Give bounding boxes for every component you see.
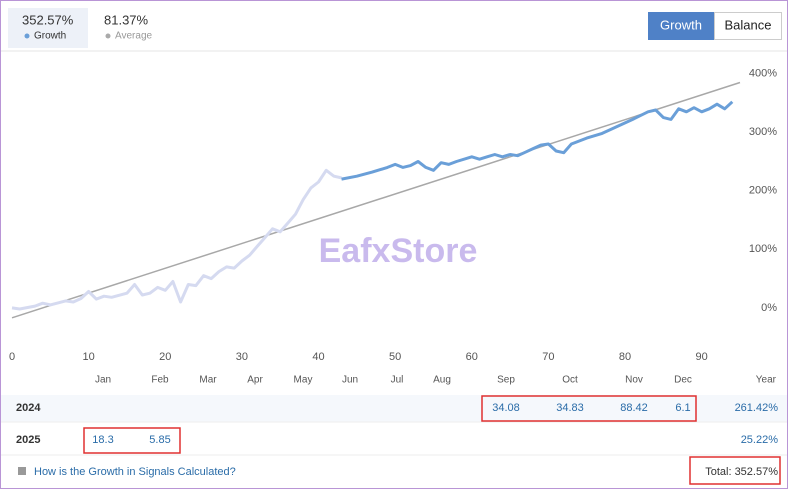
x-tick-label: 40	[312, 351, 324, 363]
growth-label: Growth	[34, 31, 66, 42]
highlight-box	[481, 395, 697, 422]
column-header: Jul	[391, 375, 404, 386]
table-cell: 18.3	[92, 434, 113, 446]
column-header: Feb	[151, 375, 169, 386]
x-tick-label: 60	[466, 351, 478, 363]
column-header: Jun	[342, 375, 358, 386]
row-band	[1, 395, 787, 422]
column-header: Nov	[625, 375, 643, 386]
x-tick-label: 70	[542, 351, 554, 363]
x-tick-label: 0	[9, 351, 15, 363]
column-header: May	[294, 375, 313, 386]
column-header: Oct	[562, 375, 578, 386]
y-tick-label: 0%	[761, 302, 777, 314]
column-header: Dec	[674, 375, 692, 386]
x-tick-label: 10	[83, 351, 95, 363]
column-header: Aug	[433, 375, 451, 386]
balance-button[interactable]	[714, 12, 782, 40]
y-tick-label: 300%	[749, 126, 777, 138]
table-cell: 25.22%	[741, 434, 779, 446]
growth-button[interactable]	[648, 12, 714, 40]
row-year: 2025	[16, 434, 40, 446]
y-tick-label: 100%	[749, 243, 777, 255]
table-cell: 5.85	[149, 434, 170, 446]
table-cell: 261.42%	[735, 402, 779, 414]
table-cell: 34.08	[492, 402, 520, 414]
average-dot	[105, 33, 111, 39]
series-line	[11, 81, 741, 319]
table-cell: 6.1	[675, 402, 690, 414]
average-value: 81.37%	[104, 12, 149, 27]
y-tick-label: 200%	[749, 185, 777, 197]
total: Total: 352.57%	[705, 466, 778, 478]
growth-button-label[interactable]: Growth	[660, 17, 702, 32]
growth-value: 352.57%	[22, 12, 74, 27]
table-cell: 88.42	[620, 402, 648, 414]
balance-button-label[interactable]: Balance	[725, 17, 772, 32]
help-icon[interactable]	[18, 467, 26, 475]
row-year: 2024	[16, 402, 41, 414]
column-header: Sep	[497, 375, 515, 386]
x-tick-label: 50	[389, 351, 401, 363]
average-label: Average	[115, 31, 153, 42]
y-tick-label: 400%	[749, 68, 777, 80]
x-tick-label: 80	[619, 351, 631, 363]
highlight-box	[83, 427, 181, 454]
column-header: Apr	[247, 375, 263, 386]
stat-box	[8, 8, 88, 48]
column-header: Mar	[199, 375, 217, 386]
x-tick-label: 20	[159, 351, 171, 363]
column-header: Jan	[95, 375, 111, 386]
x-tick-label: 90	[696, 351, 708, 363]
x-tick-label: 30	[236, 351, 248, 363]
highlight-box	[689, 456, 781, 485]
column-header: Year	[756, 375, 777, 386]
table-cell: 34.83	[556, 402, 584, 414]
growth-dot	[24, 33, 30, 39]
series-line	[341, 100, 734, 181]
watermark: EafxStore	[319, 232, 478, 270]
help-link[interactable]: How is the Growth in Signals Calculated?	[34, 466, 236, 478]
series-line	[11, 168, 342, 311]
